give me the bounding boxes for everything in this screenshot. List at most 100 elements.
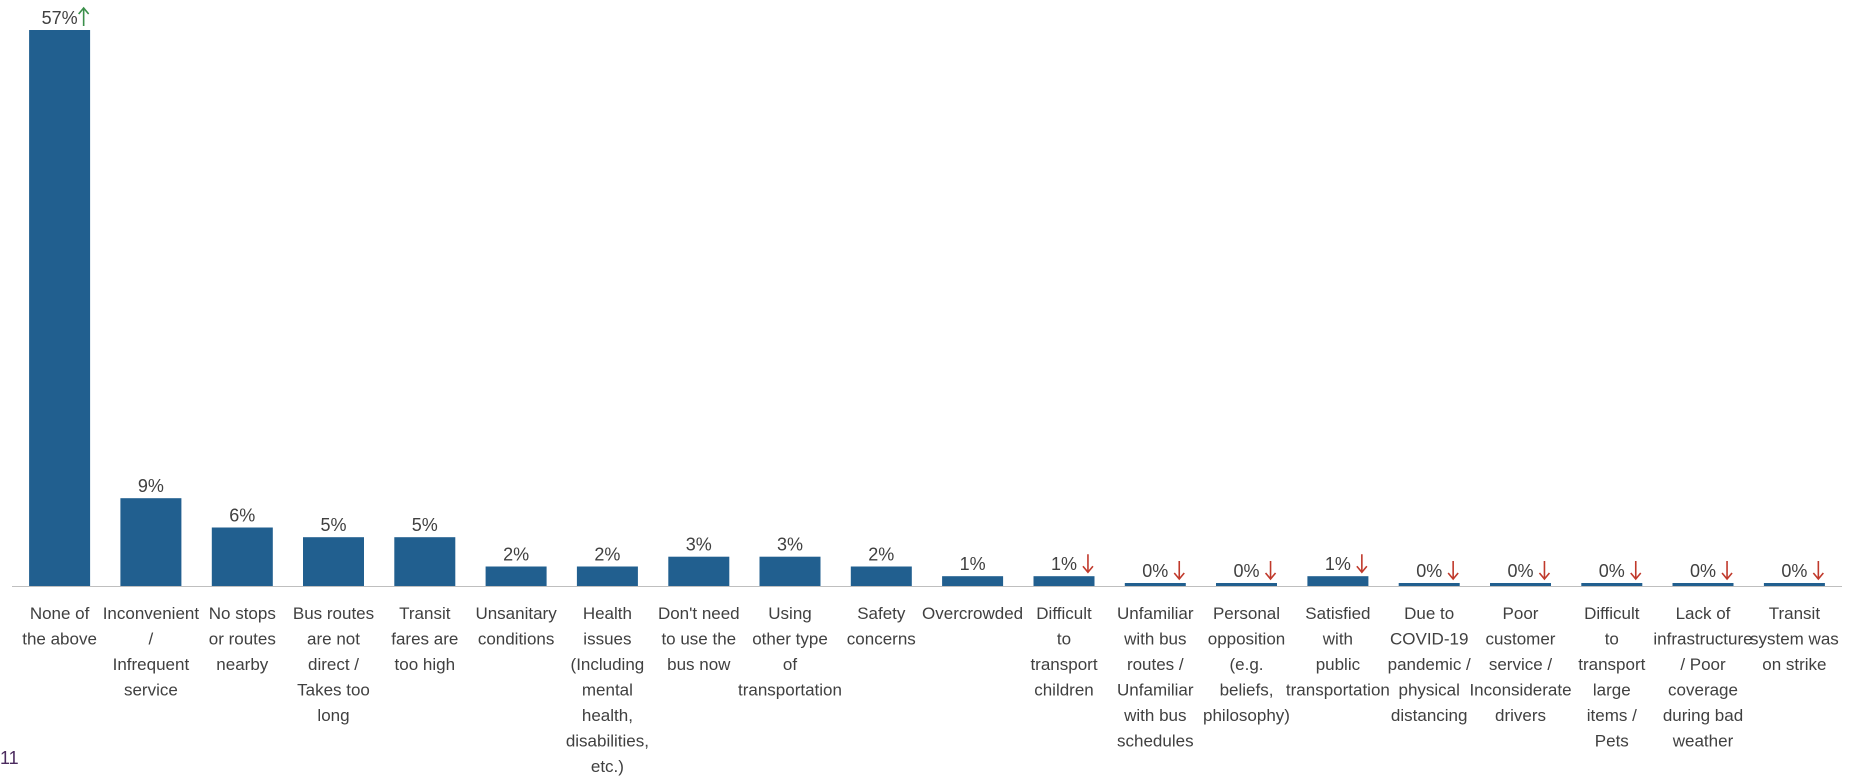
category-label: Difficult to transport children [1030,604,1097,700]
bar [1307,576,1369,586]
category-label-line: Safety [857,604,906,623]
trend-down-arrow [1173,561,1185,581]
data-label: 0% [1416,561,1442,581]
category-label-line: philosophy) [1203,706,1290,725]
category-label-line: of [783,655,797,674]
category-label: Unfamiliar with bus routes / Unfamiliar with… [1117,604,1194,751]
category-label-line: long [317,706,349,725]
category-label: Unsanitary conditions [475,604,557,649]
category-label-line: weather [1672,732,1734,751]
category-label-line: service / [1489,655,1553,674]
category-label: Poor customer service / Inconsiderate driver… [1469,604,1571,725]
category-label-line: Personal [1213,604,1280,623]
data-label: 3% [777,535,803,555]
category-label: Due to COVID-19 pandemic / physical distanci… [1388,604,1471,725]
category-label-line: opposition [1208,630,1286,649]
bar [1672,583,1734,586]
category-label-line: Difficult [1584,604,1640,623]
category-label: Transit system was on strike [1750,604,1839,674]
trend-down-arrow [1356,554,1368,574]
category-label-line: No stops [209,604,276,623]
category-label-line: Unsanitary [475,604,557,623]
data-label: 5% [320,515,346,535]
category-label: Using other type of transportation [738,604,842,700]
category-label: Personal opposition (e.g. beliefs, philosoph… [1203,604,1290,725]
category-label: Difficult to transport large items / Pets [1578,604,1645,751]
category-label-line: Don't need [658,604,740,623]
category-label: Overcrowded [922,604,1023,623]
category-label-line: to use the [661,630,736,649]
category-label-line: with [1322,630,1353,649]
category-label-line: Bus routes [293,604,374,623]
category-label: Transit fares are too high [391,604,458,674]
category-label: Lack of infrastructure / Poor coverage durin… [1653,604,1752,751]
data-label: 3% [686,535,712,555]
data-label: 6% [229,506,255,526]
data-label: 1% [960,554,986,574]
category-label-line: Infrequent [113,655,190,674]
category-label-line: Takes too [297,681,370,700]
bar [29,30,91,586]
category-label-line: direct / [308,655,359,674]
category-label-line: / [149,630,154,649]
arrow-head [78,6,90,15]
category-label-line: bus now [667,655,731,674]
category-label-line: during bad [1663,706,1743,725]
trend-down-arrow [1630,561,1642,581]
bar [942,576,1004,586]
category-label-line: nearby [216,655,268,674]
arrow-head [1721,572,1733,581]
category-label-line: Poor [1503,604,1539,623]
arrow-head [1447,572,1459,581]
data-label: 0% [1233,561,1259,581]
category-label-line: coverage [1668,681,1738,700]
bar [576,566,638,586]
category-label-line: Inconvenient [103,604,200,623]
category-label-line: routes / [1127,655,1184,674]
category-label-line: Lack of [1676,604,1731,623]
category-label-line: drivers [1495,706,1546,725]
category-label: Safety concerns [847,604,916,649]
category-label-line: mental [582,681,633,700]
data-label: 1% [1325,554,1351,574]
category-label-line: the above [22,630,97,649]
bar [394,537,456,586]
trend-down-arrow [1447,561,1459,581]
category-label-line: etc.) [591,757,624,776]
category-label-line: (Including [571,655,645,674]
bar [485,566,547,586]
category-label-line: Transit [1769,604,1821,623]
category-label: Inconvenient / Infrequent service [103,604,200,700]
arrow-head [1173,572,1185,581]
category-label-line: fares are [391,630,458,649]
bar [120,498,182,586]
data-label: 57% [42,8,78,28]
category-label-line: conditions [478,630,555,649]
data-label: 1% [1051,554,1077,574]
category-label-line: children [1034,681,1094,700]
category-label-line: customer [1486,630,1556,649]
bar [1581,583,1643,586]
category-label-line: too high [395,655,456,674]
bar [211,527,273,586]
category-label-line: other type [752,630,828,649]
data-label: 0% [1690,561,1716,581]
category-label-line: physical [1398,681,1459,700]
arrow-head [1630,572,1642,581]
category-label-line: system was [1750,630,1839,649]
category-label-line: Health [583,604,632,623]
category-label-line: Unfamiliar [1117,604,1194,623]
data-label: 2% [594,545,620,565]
bar [1490,583,1551,586]
bar [1216,583,1277,586]
category-label-line: to [1605,630,1619,649]
category-label-line: or routes [209,630,276,649]
bar [850,566,912,586]
category-label-line: concerns [847,630,916,649]
data-label: 5% [412,515,438,535]
bar [668,556,730,586]
category-label-line: Difficult [1036,604,1092,623]
category-label-line: beliefs, [1220,681,1274,700]
category-label-line: on strike [1762,655,1826,674]
category-label-line: None of [30,604,90,623]
